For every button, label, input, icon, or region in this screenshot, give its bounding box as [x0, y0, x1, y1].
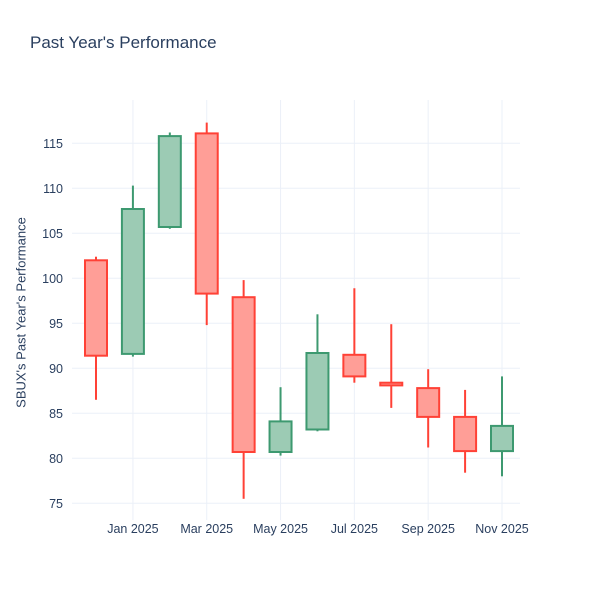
candlestick-jun-2025-body[interactable] [305, 352, 330, 431]
y-tick-label: 100 [42, 272, 63, 286]
candlestick-dec-2024-body[interactable] [84, 259, 108, 357]
chart-title: Past Year's Performance [30, 33, 217, 52]
candlestick-apr-2025-body[interactable] [231, 296, 256, 454]
x-tick-label: Mar 2025 [180, 522, 233, 536]
y-tick-label: 115 [43, 137, 63, 151]
candlestick-aug-2025-body[interactable] [379, 381, 404, 387]
y-tick-label: 90 [49, 362, 63, 376]
candlestick-feb-2025-body[interactable] [157, 135, 182, 229]
candlestick-jul-2025-body[interactable] [342, 353, 367, 378]
y-tick-label: 105 [42, 227, 63, 241]
x-tick-label: Sep 2025 [401, 522, 455, 536]
x-tick-label: Jul 2025 [331, 522, 378, 536]
plot-area[interactable] [72, 100, 520, 520]
candlestick-jan-2025-body[interactable] [120, 208, 145, 355]
candlestick-mar-2025-body[interactable] [194, 132, 219, 295]
x-tick-label: May 2025 [253, 522, 308, 536]
y-tick-label: 80 [49, 452, 63, 466]
y-tick-label: 95 [49, 317, 63, 331]
x-tick-label: Nov 2025 [475, 522, 529, 536]
candlestick-sep-2025-body[interactable] [416, 387, 441, 418]
y-tick-label: 85 [49, 407, 63, 421]
candlestick-nov-2025-body[interactable] [489, 424, 514, 453]
candlestick-may-2025-body[interactable] [268, 420, 293, 453]
y-tick-label: 110 [43, 182, 63, 196]
x-tick-label: Jan 2025 [107, 522, 158, 536]
y-tick-label: 75 [49, 497, 63, 511]
candlestick-oct-2025-body[interactable] [453, 415, 478, 453]
